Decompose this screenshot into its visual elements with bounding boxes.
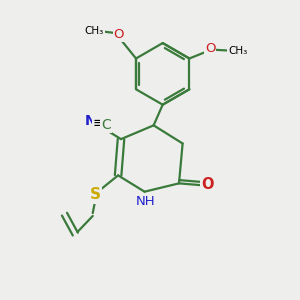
Text: S: S <box>89 188 100 202</box>
Text: O: O <box>201 177 214 192</box>
Text: O: O <box>114 28 124 41</box>
Text: ≡: ≡ <box>93 116 104 130</box>
Text: N: N <box>85 114 96 128</box>
Text: C: C <box>101 118 111 132</box>
Text: NH: NH <box>136 195 156 208</box>
Text: O: O <box>205 42 215 55</box>
Text: CH₃: CH₃ <box>228 46 247 56</box>
Text: CH₃: CH₃ <box>85 26 104 36</box>
